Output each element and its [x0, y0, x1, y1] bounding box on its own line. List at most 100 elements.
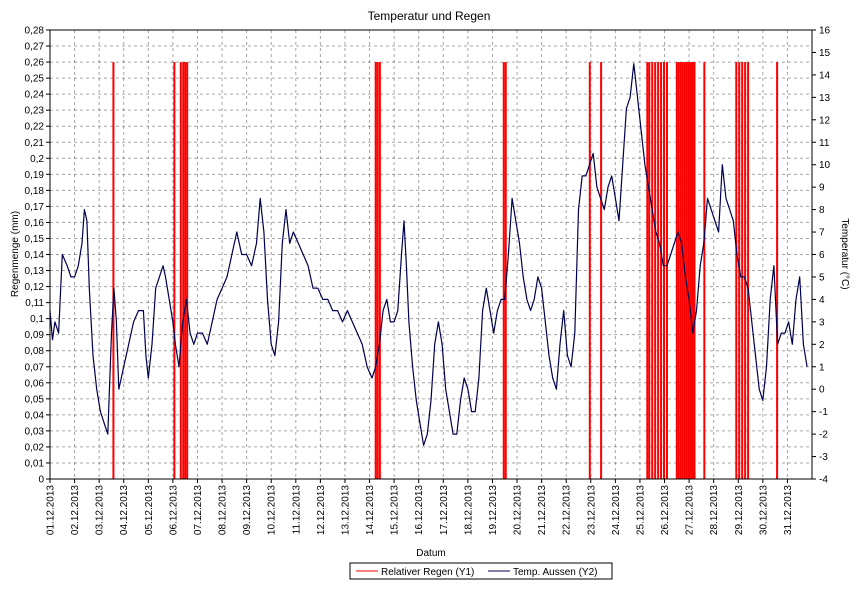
- y-left-tick-label: 0,2: [30, 154, 44, 165]
- temperature-line: [49, 63, 808, 446]
- y-left-tick-label: 0,05: [25, 394, 45, 405]
- rain-bar: [660, 62, 663, 479]
- y-left-tick-label: 0,22: [25, 122, 45, 133]
- x-tick-label: 09.12.2013: [242, 485, 253, 535]
- chart-title: Temperatur und Regen: [368, 9, 491, 23]
- rain-bar: [744, 62, 747, 479]
- x-tick-label: 26.12.2013: [660, 485, 671, 535]
- y-right-tick-label: 13: [819, 93, 831, 104]
- rain-bar: [681, 62, 684, 479]
- y-right-tick-label: 5: [819, 272, 825, 283]
- x-tick-label: 20.12.2013: [513, 485, 524, 535]
- x-tick-label: 10.12.2013: [267, 485, 278, 535]
- rain-bar: [654, 62, 657, 479]
- y-right-tick-label: 14: [819, 70, 831, 81]
- rain-series: [112, 62, 779, 479]
- legend-rain-label: Relativer Regen (Y1): [381, 567, 474, 578]
- legend-temp-label: Temp. Aussen (Y2): [513, 567, 597, 578]
- x-tick-label: 23.12.2013: [586, 485, 597, 535]
- rain-bar: [502, 62, 505, 479]
- x-tick-label: 01.12.2013: [46, 485, 57, 535]
- y-left-tick-label: 0,23: [25, 106, 45, 117]
- x-tick-label: 12.12.2013: [316, 485, 327, 535]
- y-left-tick-label: 0,15: [25, 234, 45, 245]
- y-right-tick-label: -2: [819, 430, 828, 441]
- y-right-tick-label: 16: [819, 26, 831, 37]
- rain-bar: [675, 62, 678, 479]
- y-left-tick-label: 0,1: [30, 314, 44, 325]
- y-right-tick-label: 11: [819, 138, 830, 149]
- x-tick-label: 04.12.2013: [119, 485, 130, 535]
- y-left-tick-label: 0: [38, 475, 44, 486]
- y-right-tick-label: 15: [819, 48, 831, 59]
- x-tick-label: 19.12.2013: [488, 485, 499, 535]
- y-left-tick-label: 0,06: [25, 378, 45, 389]
- rain-bar: [504, 62, 507, 479]
- x-tick-label: 27.12.2013: [685, 485, 696, 535]
- rain-bar: [376, 62, 379, 479]
- y-left-tick-label: 0,28: [25, 26, 45, 37]
- y-right-tick-label: 7: [819, 228, 825, 239]
- y-right-tick-label: -1: [819, 407, 828, 418]
- x-tick-label: 11.12.2013: [291, 485, 302, 535]
- rain-bar: [186, 62, 189, 479]
- rain-bar: [184, 62, 187, 479]
- y-left-tick-label: 0,13: [25, 266, 45, 277]
- x-tick-label: 29.12.2013: [734, 485, 745, 535]
- grid: [50, 30, 812, 479]
- legend: Relativer Regen (Y1) Temp. Aussen (Y2): [349, 562, 613, 580]
- y-axis-left: 0 0,01 0,02 0,03 0,04 0,05 0,06 0,07 0,08 0,09 0,1…: [25, 26, 50, 486]
- rain-bar: [112, 62, 115, 479]
- y-right-tick-label: 12: [819, 115, 831, 126]
- y-left-tick-label: 0,07: [25, 362, 45, 373]
- y-left-tick-label: 0,14: [25, 250, 45, 261]
- rain-bar: [693, 62, 696, 479]
- rain-bar: [689, 62, 692, 479]
- y-right-tick-label: 1: [819, 362, 825, 373]
- y-left-tick-label: 0,08: [25, 346, 45, 357]
- x-axis: 01.12.2013 02.12.2013 03.12.2013 04.12.2013…: [46, 479, 794, 535]
- x-tick-label: 24.12.2013: [611, 485, 622, 535]
- y-left-tick-label: 0,01: [25, 458, 45, 469]
- x-tick-label: 31.12.2013: [783, 485, 794, 535]
- rain-bar: [665, 62, 668, 479]
- rain-bar: [182, 62, 185, 479]
- y-right-tick-label: -4: [819, 475, 828, 486]
- y-axis-right-label: Temperatur (°C): [839, 218, 850, 289]
- rain-bar: [651, 62, 654, 479]
- x-tick-label: 22.12.2013: [562, 485, 573, 535]
- y-left-tick-label: 0,04: [25, 410, 45, 421]
- y-left-tick-label: 0,11: [25, 298, 44, 309]
- x-tick-label: 05.12.2013: [144, 485, 155, 535]
- x-tick-label: 18.12.2013: [463, 485, 474, 535]
- x-tick-label: 30.12.2013: [758, 485, 769, 535]
- x-tick-label: 06.12.2013: [168, 485, 179, 535]
- x-tick-label: 25.12.2013: [635, 485, 646, 535]
- x-tick-label: 08.12.2013: [218, 485, 229, 535]
- y-left-tick-label: 0,21: [25, 138, 45, 149]
- x-axis-label: Datum: [416, 548, 445, 559]
- rain-bar: [646, 62, 649, 479]
- y-left-tick-label: 0,26: [25, 58, 45, 69]
- rain-bar: [648, 62, 651, 479]
- rain-bar: [776, 62, 779, 479]
- x-tick-label: 16.12.2013: [414, 485, 425, 535]
- rain-bar: [588, 62, 591, 479]
- rain-bar: [691, 62, 694, 479]
- y-left-tick-label: 0,09: [25, 330, 45, 341]
- y-left-tick-label: 0,27: [25, 42, 45, 53]
- y-left-tick-label: 0,19: [25, 170, 45, 181]
- y-left-tick-label: 0,16: [25, 218, 45, 229]
- rain-bar: [600, 62, 603, 479]
- rain-bar: [735, 62, 738, 479]
- rain-bar: [687, 62, 690, 479]
- y-right-tick-label: 6: [819, 250, 825, 261]
- x-tick-label: 02.12.2013: [70, 485, 81, 535]
- rain-bar: [179, 62, 182, 479]
- y-right-tick-label: 2: [819, 340, 825, 351]
- rain-bar: [378, 62, 381, 479]
- rain-bar: [685, 62, 688, 479]
- temperature-series: [49, 63, 808, 446]
- y-axis-left-label: Regenmenge (mm): [10, 211, 21, 297]
